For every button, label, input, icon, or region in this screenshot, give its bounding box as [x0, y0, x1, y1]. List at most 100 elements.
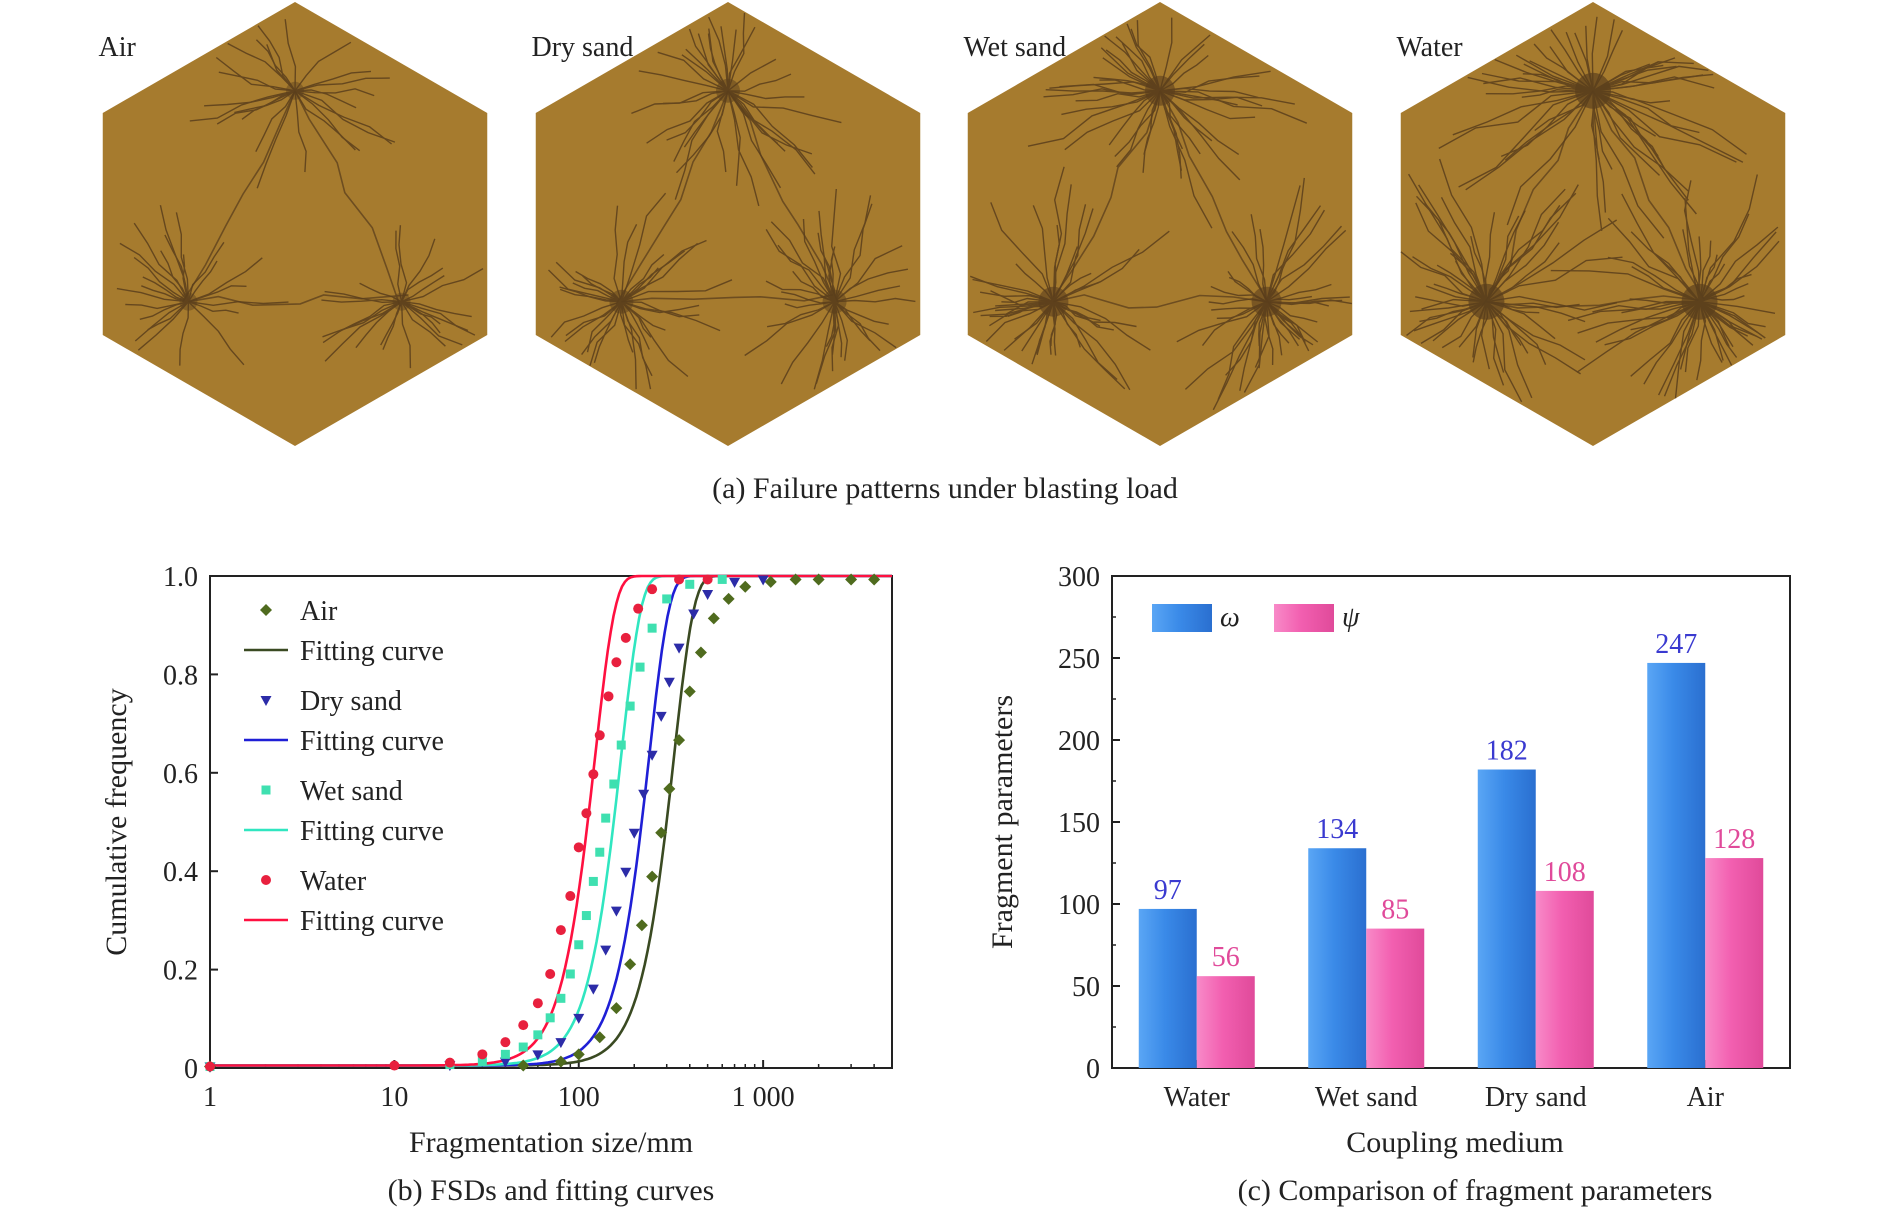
crack-line	[1486, 219, 1618, 303]
fsd-x-tick-label: 100	[558, 1082, 600, 1113]
crack-line	[1592, 90, 1700, 134]
crack-line	[322, 301, 402, 344]
bar-legend-label: ψ	[1342, 602, 1360, 633]
specimen-label: Wet sand	[963, 32, 1066, 63]
fsd-legend-label: Fitting curve	[300, 816, 444, 847]
crack-line	[555, 261, 622, 303]
crack-pattern	[1481, 90, 1705, 309]
crack-line	[1052, 184, 1072, 302]
crack-line	[1064, 90, 1161, 151]
crack-line	[134, 301, 189, 342]
crack-line	[187, 260, 218, 303]
fsd-data-point	[500, 1037, 511, 1048]
bar-x-tick-label: Air	[1687, 1082, 1725, 1113]
fsd-data-point	[655, 826, 668, 839]
crack-line	[727, 90, 760, 207]
crack-line	[1265, 177, 1305, 302]
crack-line	[294, 90, 396, 143]
crack-line	[1485, 301, 1523, 403]
fsd-data-point	[685, 579, 695, 589]
fsd-data-point	[260, 604, 272, 616]
crack-line	[401, 275, 445, 303]
fsd-y-tick-label: 1.0	[163, 562, 198, 593]
crack-line	[830, 188, 842, 302]
crack-line	[727, 12, 746, 92]
crack-line	[1592, 76, 1715, 92]
crack-line	[116, 287, 189, 303]
crack-line	[359, 282, 402, 303]
fsd-y-tick-label: 0.4	[163, 857, 198, 888]
crack-line	[256, 90, 296, 189]
fsd-data-point	[673, 643, 685, 654]
crack-line	[621, 294, 834, 303]
crack-line	[294, 70, 372, 92]
bar-y-tick-label: 200	[1058, 726, 1100, 757]
blast-hole	[1145, 75, 1175, 106]
crack-line	[621, 279, 733, 303]
crack-line	[620, 301, 689, 378]
crack-line	[1576, 301, 1700, 373]
fsd-data-point	[572, 1048, 585, 1061]
crack-line	[727, 90, 782, 189]
panel-b-caption: (b) FSDs and fitting curves	[388, 1174, 715, 1207]
crack-line	[142, 276, 189, 303]
crack-line	[133, 222, 190, 303]
crack-line	[646, 90, 729, 144]
crack-line	[401, 267, 484, 303]
crack-line	[175, 212, 190, 302]
crack-pattern	[548, 12, 916, 390]
fsd-data-point	[477, 1049, 488, 1060]
fsd-data-point	[694, 646, 707, 659]
crack-line	[1592, 90, 1747, 155]
crack-line	[613, 205, 623, 302]
specimen-air: Air	[98, 2, 488, 446]
fsd-data-point	[628, 828, 640, 839]
fsd-data-point	[545, 1013, 555, 1023]
crack-line	[621, 301, 700, 314]
crack-line	[159, 205, 190, 302]
bar-y-tick-label: 300	[1058, 562, 1100, 593]
crack-line	[1059, 83, 1161, 96]
crack-line	[294, 89, 357, 109]
crack-line	[620, 223, 638, 302]
fsd-legend-label: Dry sand	[300, 686, 402, 717]
crack-line	[1415, 195, 1488, 302]
crack-line	[638, 70, 729, 92]
fsd-data-point	[633, 603, 644, 614]
crack-line	[294, 90, 307, 173]
crack-pattern	[615, 90, 840, 305]
fsd-data-point	[595, 847, 605, 857]
fsd-data-point	[532, 998, 543, 1009]
crack-line	[727, 90, 741, 186]
fsd-data-point	[600, 945, 612, 956]
crack-line	[189, 90, 296, 122]
fsd-data-point	[717, 574, 727, 584]
crack-line	[182, 90, 296, 303]
crack-line	[215, 56, 296, 92]
fsd-data-point	[588, 876, 598, 886]
crack-line	[255, 90, 296, 153]
crack-line	[400, 238, 436, 302]
bar-legend-label: ω	[1220, 602, 1240, 633]
crack-line	[1481, 72, 1594, 92]
crack-line	[1485, 301, 1581, 375]
bar-x-tick-label: Water	[1164, 1082, 1231, 1113]
crack-line	[401, 301, 446, 347]
fsd-data-point	[581, 808, 592, 819]
crack-line	[382, 301, 403, 350]
crack-line	[1027, 90, 1161, 147]
fsd-data-point	[500, 1049, 510, 1059]
fsd-data-point	[688, 609, 700, 620]
bar-psi	[1535, 890, 1594, 1068]
crack-line	[141, 285, 189, 303]
crack-line	[834, 268, 909, 303]
crack-line	[834, 301, 897, 349]
crack-line	[1595, 301, 1700, 343]
fsd-x-tick-label: 1	[203, 1082, 217, 1113]
fsd-data-point	[609, 779, 619, 789]
specimen-wet-sand: Wet sand	[963, 2, 1353, 446]
fsd-data-point	[574, 940, 584, 950]
fsd-data-point	[663, 782, 676, 795]
fsd-data-point	[674, 574, 685, 585]
specimen-hexagon	[535, 2, 921, 446]
